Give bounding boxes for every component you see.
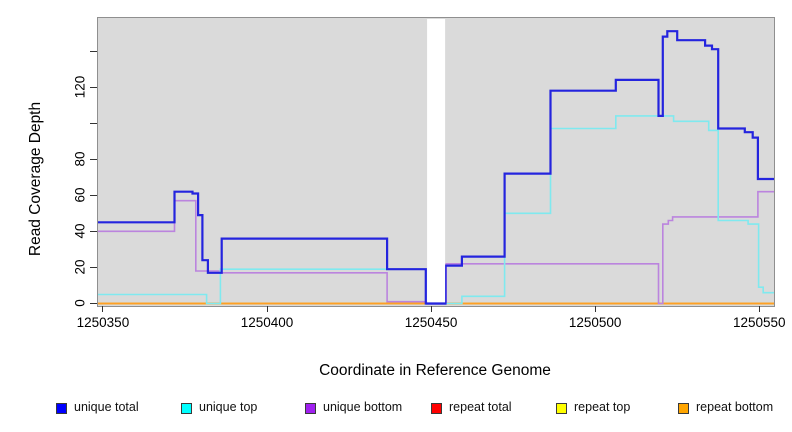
coverage-plot-canvas — [98, 19, 774, 305]
legend-label-repeat-total: repeat total — [449, 400, 512, 414]
legend-swatch-unique-bottom — [305, 403, 316, 414]
y-tick-label: 60 — [72, 187, 88, 203]
y-tick — [90, 194, 97, 196]
y-tick — [90, 230, 97, 232]
legend-swatch-unique-top — [181, 403, 192, 414]
legend-swatch-unique-total — [56, 403, 67, 414]
x-tick-label: 1250350 — [76, 315, 130, 330]
x-tick — [430, 306, 432, 312]
x-tick — [594, 306, 596, 312]
y-tick-label: 120 — [72, 75, 88, 99]
y-tick — [90, 302, 97, 304]
x-tick-label: 1250400 — [240, 315, 294, 330]
y-tick-label: 80 — [72, 151, 88, 167]
x-tick — [758, 306, 760, 312]
y-tick-label: 0 — [72, 299, 88, 308]
legend-swatch-repeat-bottom — [678, 403, 689, 414]
series-unique-bottom-line — [98, 190, 774, 305]
legend: unique total unique top unique bottom repea… — [0, 399, 792, 421]
coverage-gap-band — [427, 19, 446, 303]
y-tick-label: 40 — [72, 223, 88, 239]
legend-label-repeat-top: repeat top — [574, 400, 631, 414]
legend-swatch-repeat-top — [556, 403, 567, 414]
series-unique-total-line — [98, 30, 774, 305]
y-tick — [90, 158, 97, 160]
legend-label-unique-top: unique top — [199, 400, 258, 414]
series-unique-top-line — [98, 115, 774, 305]
legend-label-unique-bottom: unique bottom — [323, 400, 403, 414]
legend-label-repeat-bottom: repeat bottom — [696, 400, 774, 414]
x-tick — [102, 306, 104, 312]
legend-swatch-repeat-total — [431, 403, 442, 414]
y-tick — [90, 266, 97, 268]
y-tick — [90, 50, 97, 52]
x-tick — [266, 306, 268, 312]
legend-label-unique-total: unique total — [74, 400, 139, 414]
y-tick — [90, 86, 97, 88]
plot-area: Read Coverage Depth — [27, 17, 775, 307]
x-tick-label: 1250550 — [732, 315, 786, 330]
x-axis-title: Coordinate in Reference Genome — [319, 362, 551, 379]
y-axis-title: Read Coverage Depth — [27, 101, 44, 257]
x-tick-label: 1250450 — [404, 315, 458, 330]
x-tick-label: 1250500 — [568, 315, 622, 330]
y-tick — [90, 122, 97, 124]
y-tick-label: 20 — [72, 259, 88, 275]
